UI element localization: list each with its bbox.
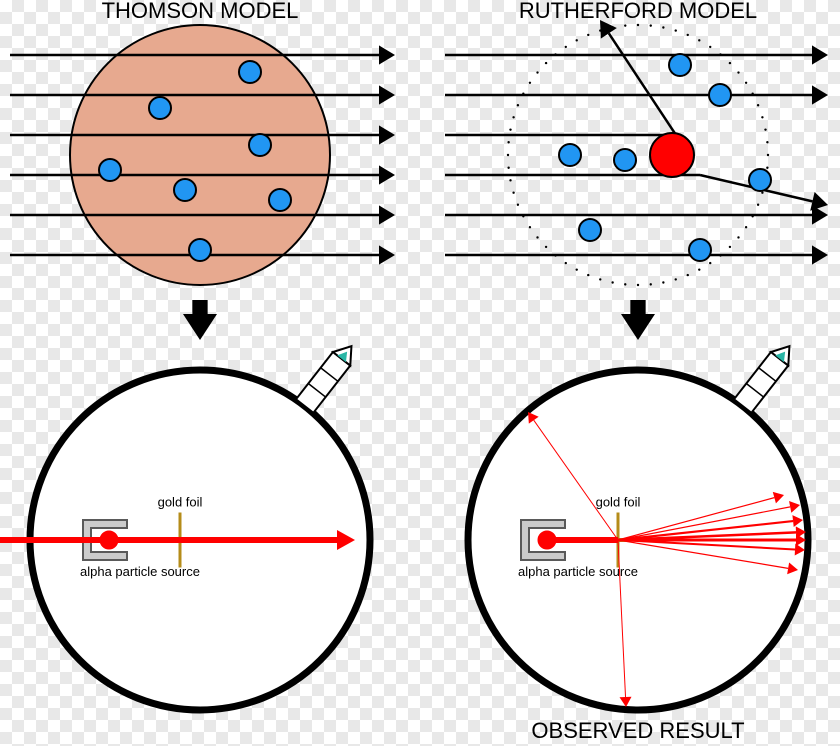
nucleus — [650, 133, 694, 177]
electron — [669, 54, 691, 76]
atom-boundary-dot — [737, 236, 739, 238]
electron — [709, 84, 731, 106]
electron — [239, 61, 261, 83]
electron — [689, 239, 711, 261]
electron — [99, 159, 121, 181]
atom-boundary-dot — [509, 179, 511, 181]
atom-boundary-dot — [637, 284, 639, 286]
atom-boundary-dot — [709, 262, 711, 264]
atom-boundary-dot — [766, 167, 768, 169]
atom-boundary-dot — [587, 274, 589, 276]
atom-boundary-dot — [650, 283, 652, 285]
atom-boundary-dot — [687, 34, 689, 36]
microscope-body — [734, 352, 788, 413]
alpha-source-label: alpha particle source — [80, 564, 200, 579]
atom-boundary-dot — [729, 246, 731, 248]
alpha-source-ball — [538, 531, 556, 549]
atom-boundary-dot — [529, 82, 531, 84]
atom-boundary-dot — [650, 24, 652, 26]
atom-boundary-dot — [512, 116, 514, 118]
atom-boundary-dot — [509, 128, 511, 130]
gold-foil-label: gold foil — [158, 495, 203, 510]
gold-foil-label: gold foil — [596, 495, 641, 510]
atom-boundary-dot — [662, 26, 664, 28]
atom-boundary-dot — [611, 281, 613, 283]
atom-boundary-dot — [536, 236, 538, 238]
atom-boundary-dot — [757, 104, 759, 106]
atom-boundary-dot — [512, 192, 514, 194]
atom-boundary-dot — [517, 204, 519, 206]
electron — [559, 144, 581, 166]
electron — [749, 169, 771, 191]
atom-boundary-dot — [624, 283, 626, 285]
atom-boundary-dot — [737, 71, 739, 73]
atom-boundary-dot — [529, 226, 531, 228]
atom-boundary-dot — [507, 167, 509, 169]
electron — [174, 179, 196, 201]
rutherford-title: RUTHERFORD MODEL — [519, 0, 757, 23]
atom-boundary-dot — [687, 274, 689, 276]
electron — [614, 149, 636, 171]
atom-boundary-dot — [761, 116, 763, 118]
atom-boundary-dot — [757, 204, 759, 206]
observed-result-label: OBSERVED RESULT — [531, 718, 744, 743]
atom-boundary-dot — [565, 46, 567, 48]
electron — [269, 189, 291, 211]
thomson-title: THOMSON MODEL — [102, 0, 299, 23]
atom-boundary-dot — [507, 154, 509, 156]
atom-boundary-dot — [507, 141, 509, 143]
atom-boundary-dot — [729, 62, 731, 64]
atom-boundary-dot — [576, 268, 578, 270]
atom-boundary-dot — [745, 82, 747, 84]
atom-boundary-dot — [536, 71, 538, 73]
atom-boundary-dot — [766, 141, 768, 143]
atom-boundary-dot — [599, 278, 601, 280]
atom-boundary-dot — [698, 268, 700, 270]
electron — [579, 219, 601, 241]
atom-boundary-dot — [764, 128, 766, 130]
atom-boundary-dot — [576, 39, 578, 41]
atom-boundary-dot — [698, 39, 700, 41]
electron — [149, 97, 171, 119]
atom-boundary-dot — [624, 24, 626, 26]
atom-boundary-dot — [745, 226, 747, 228]
electron — [189, 239, 211, 261]
atom-boundary-dot — [637, 24, 639, 26]
atom-boundary-dot — [767, 154, 769, 156]
atom-boundary-dot — [545, 246, 547, 248]
atom-boundary-dot — [565, 262, 567, 264]
atom-boundary-dot — [662, 281, 664, 283]
atom-boundary-dot — [675, 278, 677, 280]
atom-boundary-dot — [587, 34, 589, 36]
atom-boundary-dot — [675, 29, 677, 31]
down-arrow-icon — [621, 300, 655, 340]
down-arrow-icon — [183, 300, 217, 340]
electron — [249, 134, 271, 156]
atom-boundary-dot — [709, 46, 711, 48]
microscope-body — [296, 352, 350, 413]
atom-boundary-dot — [545, 62, 547, 64]
atom-boundary-dot — [517, 104, 519, 106]
